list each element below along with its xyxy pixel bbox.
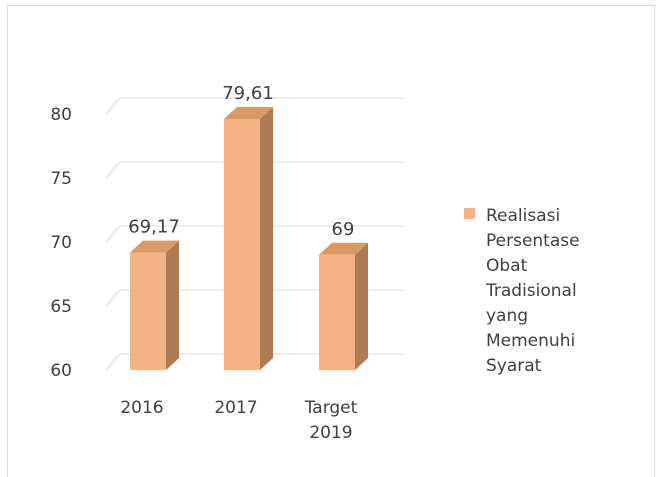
bar (319, 254, 355, 370)
x-tick-label: 2019 (309, 423, 352, 443)
y-axis: 60 65 70 75 80 (50, 105, 72, 381)
gridline-side (105, 97, 121, 115)
legend-label: Tradisional (485, 281, 577, 301)
gridline-side (105, 353, 121, 371)
bars (130, 106, 368, 370)
legend: Realisasi Persentase Obat Tradisional yang Me… (464, 206, 580, 376)
x-tick-label: 2017 (214, 398, 257, 418)
gridline-side (105, 225, 121, 243)
bar-side (166, 240, 179, 370)
y-tick-label: 65 (50, 297, 72, 317)
legend-label: Memenuhi (486, 331, 575, 351)
bar (130, 252, 166, 370)
data-labels: 69,17 79,61 69 (128, 83, 354, 240)
x-axis: 2016 2017 Target 2019 (120, 398, 357, 443)
y-tick-label: 80 (50, 105, 72, 125)
y-tick-label: 75 (50, 169, 72, 189)
bar-top (224, 106, 273, 119)
bar-top (130, 240, 179, 253)
data-label: 69 (332, 219, 355, 240)
data-label: 79,61 (222, 83, 274, 104)
legend-label: yang (486, 306, 528, 326)
bar-side (355, 242, 368, 370)
y-tick-label: 70 (50, 233, 72, 253)
x-tick-label: 2016 (120, 398, 163, 418)
x-tick-label: Target (304, 398, 358, 418)
legend-label: Persentase (486, 231, 580, 251)
legend-label: Syarat (486, 356, 542, 376)
bar-top (319, 242, 368, 255)
legend-swatch (464, 208, 475, 219)
y-tick-label: 60 (50, 361, 72, 381)
data-label: 69,17 (128, 217, 180, 238)
gridline-side (105, 161, 121, 179)
legend-label: Obat (486, 256, 528, 276)
legend-label: Realisasi (486, 206, 560, 226)
bar (224, 118, 260, 370)
gridline-side (105, 289, 121, 307)
bar-side (260, 106, 273, 370)
chart-frame (7, 5, 655, 477)
